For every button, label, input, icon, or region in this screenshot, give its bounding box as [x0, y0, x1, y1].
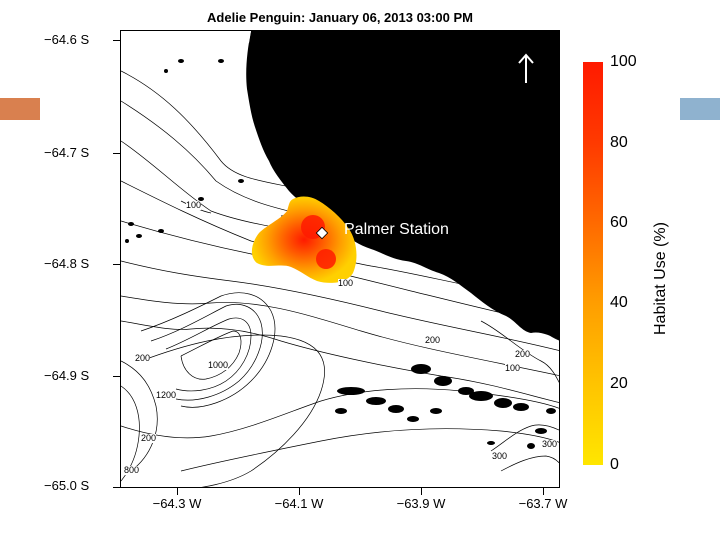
- colorbar-tick-label: 60: [610, 214, 628, 231]
- right-accent-bar: [680, 98, 720, 120]
- island-cluster: [125, 59, 556, 458]
- contour-label: 100: [505, 363, 521, 373]
- y-axis-label: −65.0 S: [44, 478, 90, 493]
- contour-label: 100: [338, 278, 354, 288]
- x-tick: [421, 488, 422, 495]
- station-label: Palmer Station: [344, 221, 449, 238]
- y-axis-label: −64.8 S: [44, 256, 90, 271]
- x-tick: [299, 488, 300, 495]
- land-mass: [246, 31, 559, 341]
- colorbar-tick-label: 0: [610, 456, 619, 473]
- x-axis-label: −64.3 W: [152, 496, 202, 511]
- y-tick: [113, 40, 120, 41]
- colorbar-tick-label: 40: [610, 294, 628, 311]
- y-axis-label: −64.9 S: [44, 368, 90, 383]
- north-arrow-icon: [518, 53, 534, 83]
- colorbar: [583, 62, 603, 465]
- y-axis-label: −64.6 S: [44, 32, 90, 47]
- colorbar-tick-label: 20: [610, 375, 628, 392]
- map-canvas: [121, 31, 559, 487]
- colorbar-tick-label: 80: [610, 134, 628, 151]
- diamond-marker-icon[interactable]: [315, 226, 329, 240]
- contour-label: 200: [515, 349, 531, 359]
- north-label: N: [515, 87, 528, 107]
- x-axis-label: −63.7 W: [518, 496, 568, 511]
- y-tick: [113, 487, 120, 488]
- x-tick: [177, 488, 178, 495]
- contour-label: 300: [492, 451, 508, 461]
- colorbar-tick-label: 100: [610, 53, 637, 70]
- map-title: Adelie Penguin: January 06, 2013 03:00 P…: [207, 10, 473, 25]
- contour-label: 300: [542, 439, 558, 449]
- map-panel[interactable]: [120, 30, 560, 488]
- x-tick: [543, 488, 544, 495]
- contour-label: 200: [425, 335, 441, 345]
- left-accent-bar: [0, 98, 40, 120]
- contour-label: 200: [135, 353, 151, 363]
- contour-label: 1000: [208, 360, 229, 370]
- y-tick: [113, 264, 120, 265]
- colorbar-title: Habitat Use (%): [652, 222, 669, 335]
- x-axis-label: −63.9 W: [396, 496, 446, 511]
- contour-label: 200: [141, 433, 157, 443]
- y-axis-label: −64.7 S: [44, 145, 90, 160]
- contour-label: 100: [186, 200, 202, 210]
- contour-label: 800: [124, 465, 140, 475]
- x-axis-label: −64.1 W: [274, 496, 324, 511]
- y-tick: [113, 376, 120, 377]
- contour-label: 1200: [156, 390, 177, 400]
- y-tick: [113, 153, 120, 154]
